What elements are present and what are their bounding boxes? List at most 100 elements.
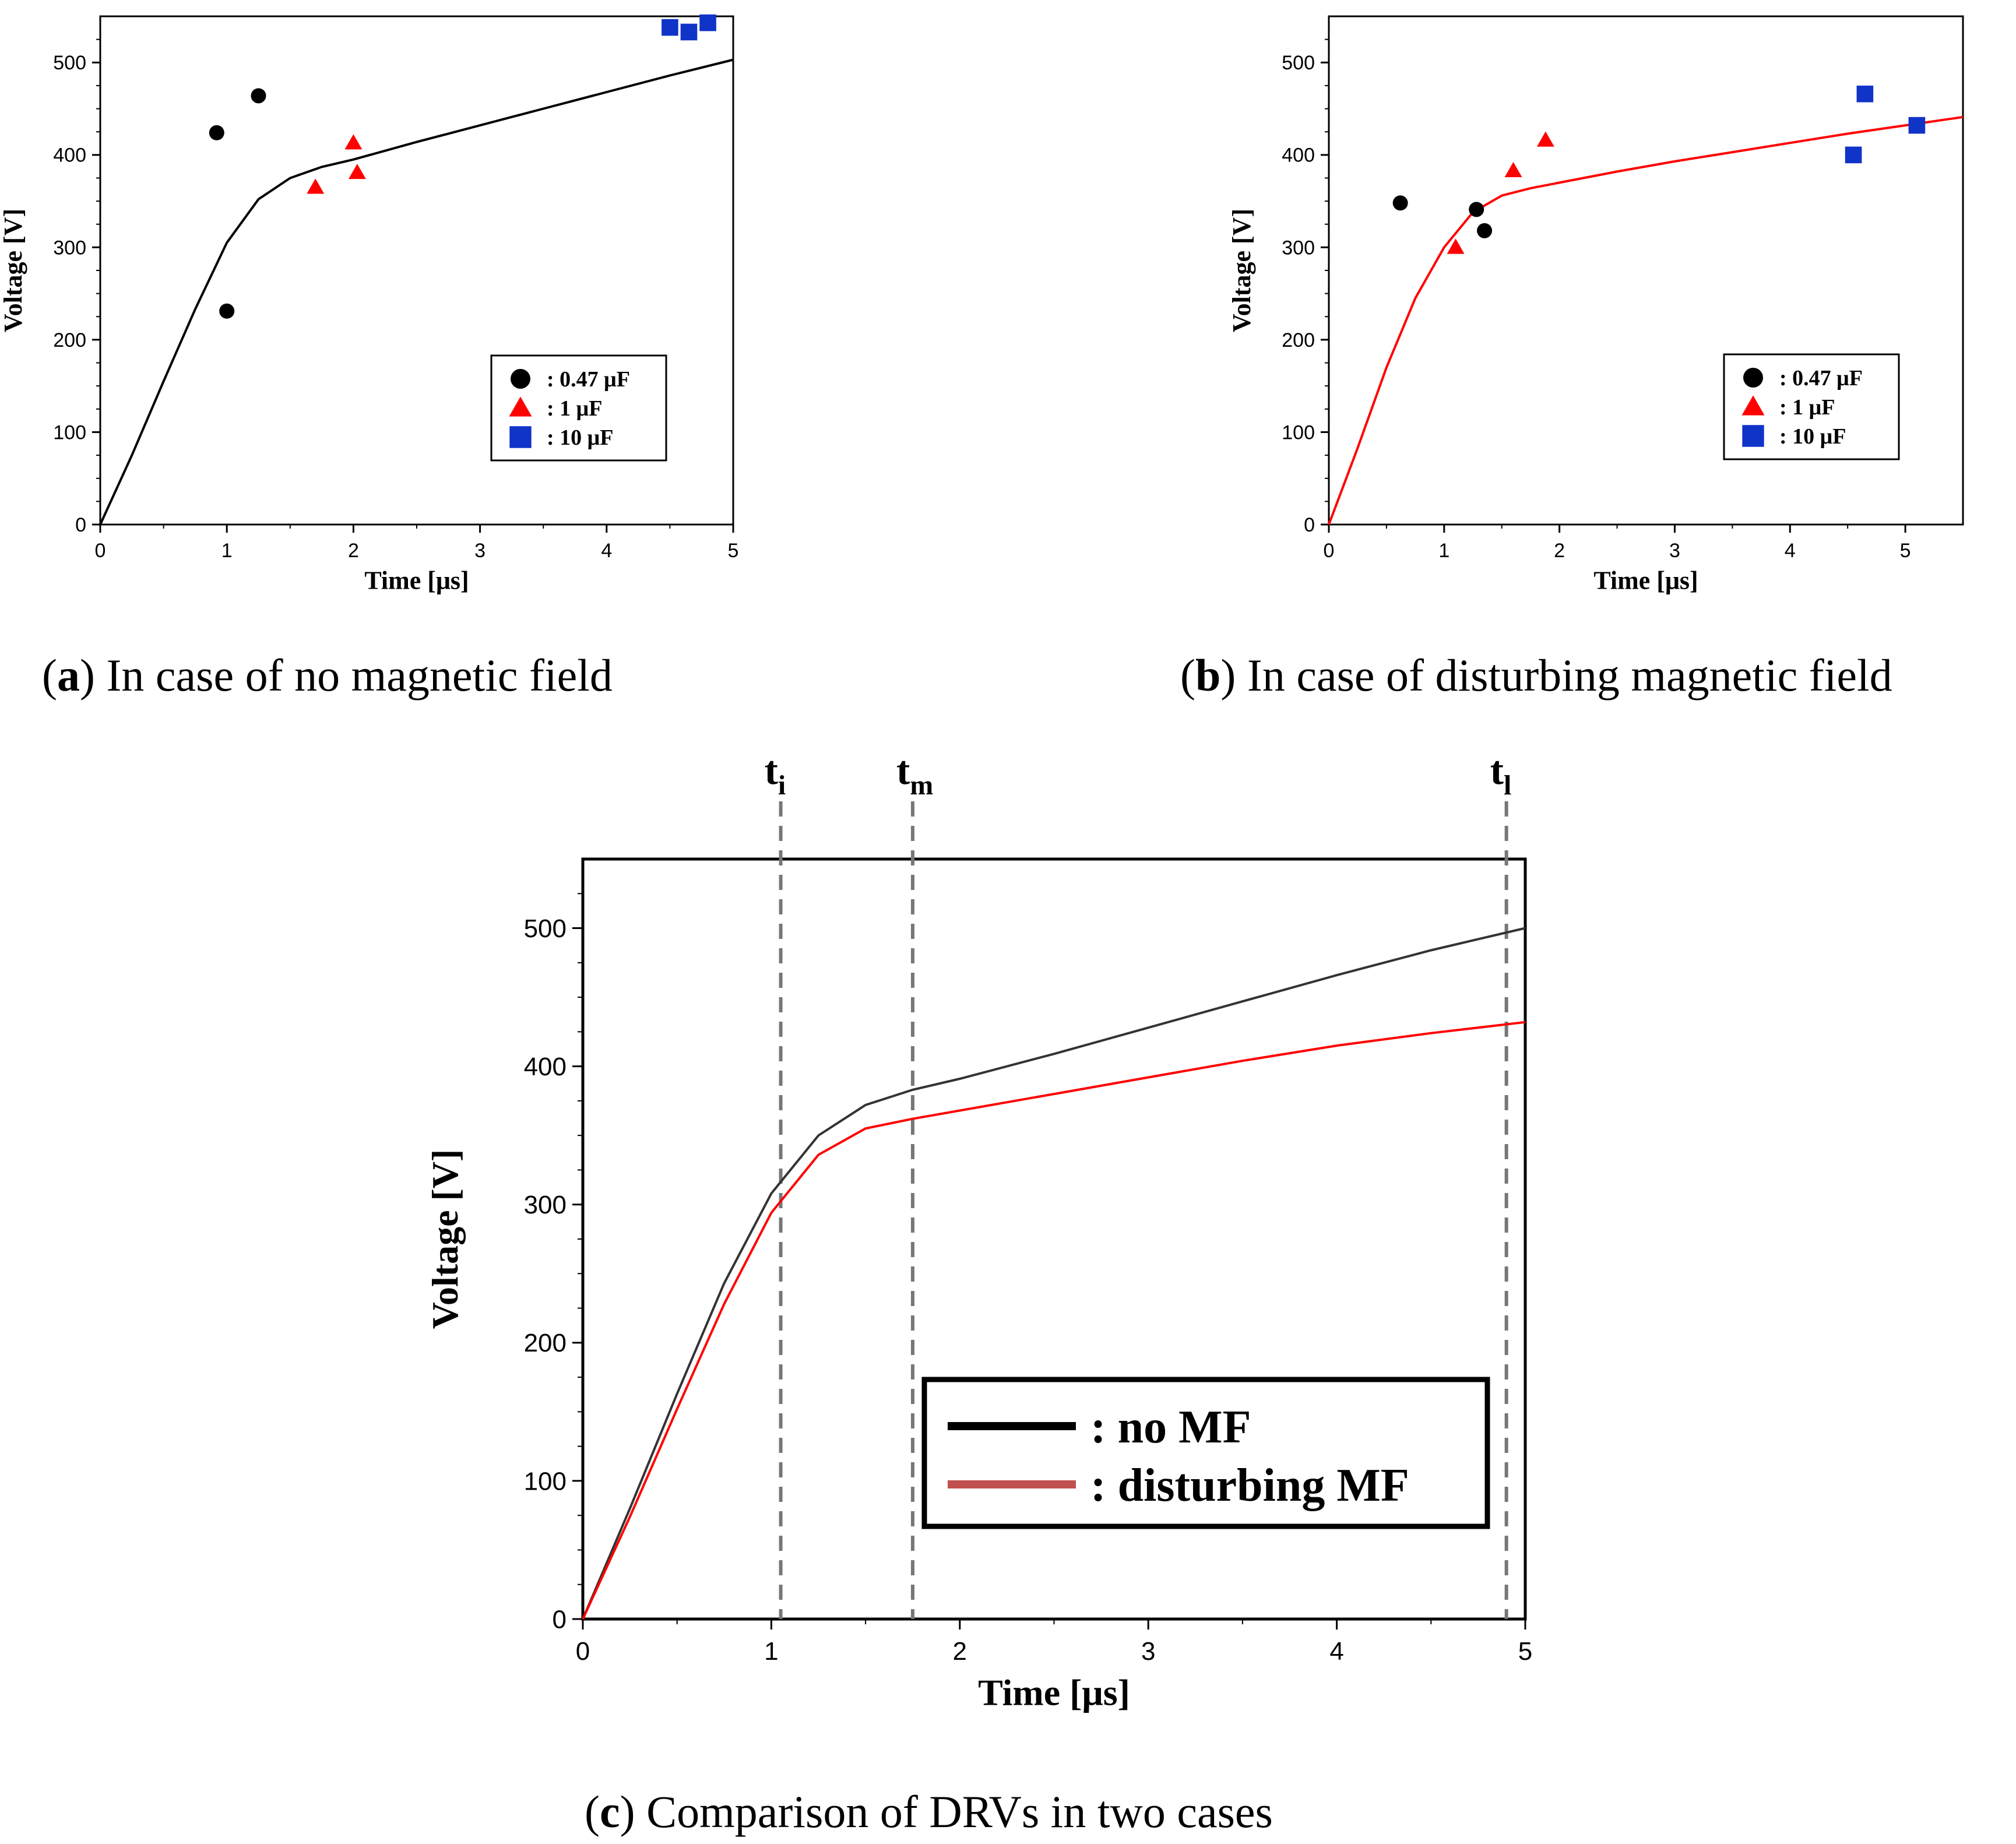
- legend-triangle-marker: [509, 396, 532, 417]
- caption-paren: (: [42, 650, 57, 701]
- caption-letter: a: [57, 650, 80, 701]
- y-tick-label: 400: [524, 1053, 567, 1081]
- circle-point: [1469, 202, 1484, 217]
- y-tick-label: 400: [1282, 145, 1315, 167]
- legend-entry: : 10 μF: [1779, 424, 1846, 449]
- x-tick-label: 5: [1900, 540, 1911, 562]
- circle-point: [251, 88, 266, 104]
- caption-paren: (: [585, 1786, 600, 1837]
- y-axis-label: Voltage [V]: [1227, 209, 1256, 332]
- marker-label-t-i: ti: [765, 748, 786, 801]
- y-tick-label: 500: [524, 914, 567, 943]
- marker-label-t-l: tl: [1490, 748, 1512, 801]
- marker-label-subscript: l: [1504, 770, 1511, 801]
- x-tick-label: 4: [1785, 540, 1796, 562]
- y-tick-label: 0: [75, 514, 86, 536]
- x-tick-label: 1: [221, 540, 233, 562]
- triangle-point: [307, 178, 325, 194]
- y-tick-label: 100: [1282, 421, 1315, 444]
- triangle-point: [348, 163, 366, 180]
- y-tick-label: 100: [53, 421, 86, 444]
- y-tick-label: 300: [53, 237, 86, 259]
- y-axis-label: Voltage [V]: [0, 209, 27, 332]
- x-tick-label: 2: [348, 540, 359, 562]
- marker-label-subscript: i: [778, 770, 786, 801]
- marker-label-base: t: [896, 748, 910, 793]
- fit-line: [99, 58, 734, 525]
- square-point: [680, 23, 698, 41]
- caption-text: ) In case of disturbing magnetic field: [1220, 650, 1892, 701]
- x-tick-label: 1: [764, 1637, 778, 1666]
- y-tick-label: 0: [553, 1605, 567, 1634]
- x-tick-label: 4: [1329, 1637, 1343, 1666]
- fit-line: [1328, 115, 1964, 525]
- y-tick-label: 200: [53, 329, 86, 351]
- legend-entry: : 0.47 μF: [547, 367, 630, 392]
- y-tick-label: 300: [1282, 237, 1315, 259]
- x-tick-label: 2: [953, 1637, 967, 1666]
- panel-b: 0 1 2 3 4 5 0 100 200 300 400 500 Time [μs] Voltage […: [1180, 15, 1964, 701]
- triangle-point: [1504, 161, 1522, 177]
- x-axis-label: Time [μs]: [364, 566, 469, 595]
- caption-text: ) In case of no magnetic field: [80, 650, 613, 701]
- circle-point: [1392, 195, 1408, 211]
- x-tick-label: 0: [1324, 540, 1335, 562]
- caption-text: ) Comparison of DRVs in two cases: [620, 1786, 1273, 1837]
- circle-point: [219, 303, 235, 319]
- marker-label-subscript: m: [910, 770, 933, 801]
- caption-paren: (: [1180, 650, 1195, 701]
- y-tick-label: 0: [1304, 514, 1315, 536]
- x-tick-label: 3: [1669, 540, 1680, 562]
- caption-letter: b: [1195, 650, 1220, 701]
- legend-entry: : 1 μF: [1779, 395, 1835, 420]
- square-point: [1908, 117, 1926, 134]
- legend-entry: : no MF: [1090, 1402, 1251, 1453]
- y-tick-label: 500: [53, 52, 86, 74]
- y-tick-label: 100: [524, 1467, 567, 1495]
- figure-caption: (a) In case of no magnetic field: [42, 650, 613, 701]
- x-tick-label: 0: [95, 540, 106, 562]
- legend-entry: : disturbing MF: [1090, 1460, 1409, 1511]
- legend-triangle-marker: [1741, 395, 1765, 416]
- triangle-point: [1536, 131, 1554, 147]
- triangle-point: [1447, 238, 1465, 254]
- figure-caption: (c) Comparison of DRVs in two cases: [585, 1786, 1273, 1837]
- x-tick-label: 2: [1554, 540, 1565, 562]
- square-point: [1856, 85, 1874, 103]
- triangle-point: [344, 134, 363, 150]
- x-axis-label: Time [μs]: [978, 1672, 1130, 1713]
- x-tick-label: 5: [728, 540, 739, 562]
- marker-label-base: t: [1490, 748, 1504, 793]
- legend-box: [921, 1377, 1490, 1529]
- y-tick-label: 400: [53, 145, 86, 167]
- caption-letter: c: [600, 1786, 620, 1837]
- legend-entry: : 0.47 μF: [1779, 366, 1863, 390]
- y-tick-label: 200: [524, 1329, 567, 1357]
- x-tick-label: 5: [1518, 1637, 1532, 1666]
- marker-label-base: t: [765, 748, 778, 793]
- x-tick-label: 3: [474, 540, 485, 562]
- y-tick-label: 500: [1282, 52, 1315, 74]
- panel-a: 0 1 2 3 4 5 0 100 200 300 400 500 Time [μs] Voltage […: [0, 14, 739, 701]
- x-tick-label: 0: [576, 1637, 590, 1666]
- legend-circle-marker: [511, 369, 530, 389]
- series-line-black: [582, 927, 1526, 1620]
- y-tick-label: 300: [524, 1191, 567, 1219]
- circle-point: [1477, 223, 1493, 238]
- square-point: [1845, 146, 1862, 164]
- legend-square-marker: [509, 426, 532, 448]
- circle-point: [209, 125, 224, 140]
- marker-label-t-m: tm: [896, 748, 933, 801]
- y-axis-label: Voltage [V]: [424, 1149, 466, 1329]
- y-tick-label: 200: [1282, 329, 1315, 351]
- x-tick-label: 4: [601, 540, 612, 562]
- square-point: [662, 19, 678, 36]
- series-line-red: [582, 1020, 1526, 1620]
- panel-c: 0 1 2 3 4 5 0 100 200 300 400 500 Time [μs] Voltage […: [424, 748, 1532, 1837]
- legend-circle-marker: [1743, 368, 1763, 388]
- legend-entry: : 1 μF: [547, 396, 602, 421]
- x-axis-label: Time [μs]: [1593, 566, 1698, 595]
- figure-caption: (b) In case of disturbing magnetic field: [1180, 650, 1892, 701]
- legend-square-marker: [1742, 425, 1764, 447]
